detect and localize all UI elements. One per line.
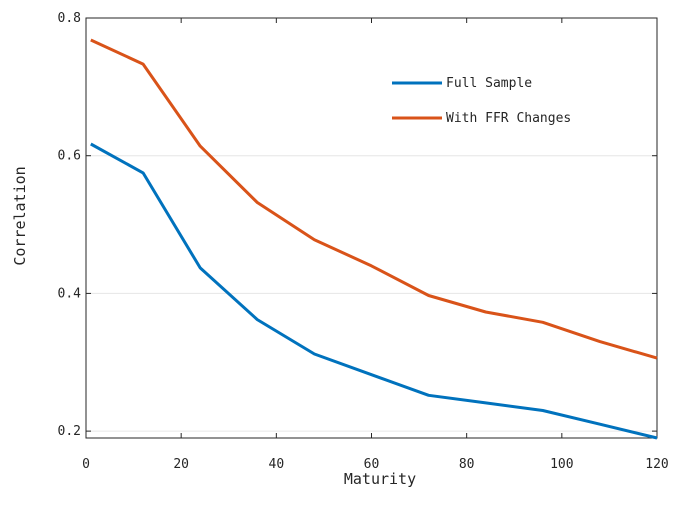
x-tick-label-3: 60 bbox=[364, 457, 380, 472]
legend-label-1: With FFR Changes bbox=[446, 111, 571, 126]
series-line-1 bbox=[90, 38, 658, 360]
x-tick-label-6: 120 bbox=[645, 457, 668, 472]
y-tick-label-2: 0.6 bbox=[58, 149, 81, 164]
series-line-0 bbox=[90, 142, 658, 440]
x-axis-label: Maturity bbox=[344, 470, 416, 488]
x-tick-label-2: 40 bbox=[269, 457, 285, 472]
x-tick-label-4: 80 bbox=[459, 457, 475, 472]
grid-layer bbox=[86, 155, 657, 432]
axes-layer: 0 20 40 60 80 100 120 0.2 0.4 0.6 0.8 bbox=[58, 11, 669, 472]
y-axis-label: Correlation bbox=[11, 166, 29, 265]
x-tick-label-5: 100 bbox=[550, 457, 573, 472]
y-tick-label-3: 0.8 bbox=[58, 11, 81, 26]
y-tick-label-1: 0.4 bbox=[58, 286, 82, 301]
series-layer bbox=[90, 38, 658, 440]
legend-label-0: Full Sample bbox=[446, 76, 532, 91]
legend: Full Sample With FFR Changes bbox=[392, 76, 571, 126]
x-tick-label-0: 0 bbox=[82, 457, 90, 472]
x-tick-label-1: 20 bbox=[173, 457, 189, 472]
y-tick-label-0: 0.2 bbox=[58, 424, 81, 439]
